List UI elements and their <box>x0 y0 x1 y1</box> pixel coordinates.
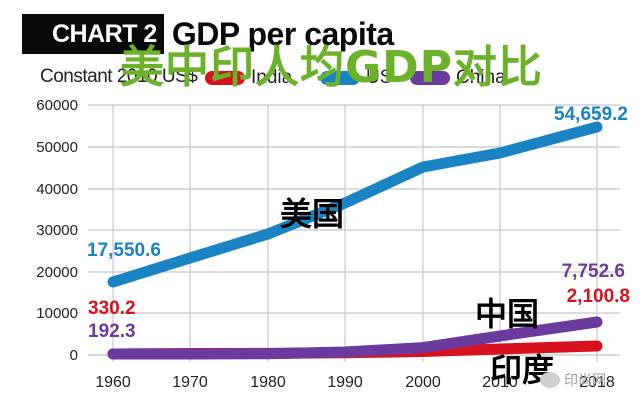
xtick-1990: 1990 <box>327 374 363 391</box>
xtick-1970: 1970 <box>172 374 208 391</box>
watermark-text: 印尚网 <box>564 372 606 388</box>
xtick-2000: 2000 <box>405 374 441 391</box>
ytick-0: 0 <box>70 347 78 364</box>
chart-subtitle: Constant 2010 US$ <box>40 66 198 87</box>
annotation-us-end: 54,659.2 <box>554 104 628 125</box>
wechat-icon <box>540 372 560 388</box>
ytick-40000: 40000 <box>36 181 78 198</box>
x-axis-ticks: 1960 1970 1980 1990 2000 2010 2018 <box>95 374 615 391</box>
legend-item-india: India <box>205 67 292 89</box>
ytick-30000: 30000 <box>36 222 78 239</box>
label-us-cn: 美国 <box>280 195 345 233</box>
y-axis-ticks: 60000 50000 40000 30000 20000 10000 0 <box>36 97 78 364</box>
xtick-2018: 2018 <box>579 374 615 391</box>
ytick-60000: 60000 <box>36 97 78 114</box>
ytick-50000: 50000 <box>36 139 78 156</box>
series-line-us <box>107 121 603 288</box>
xtick-2010: 2010 <box>482 374 518 391</box>
legend-swatch-china <box>410 71 450 85</box>
legend-swatch-india <box>205 71 245 85</box>
legend-swatch-us <box>320 71 360 85</box>
legend-item-us: US <box>320 67 392 89</box>
legend-item-china: China <box>410 67 506 89</box>
legend-label-us: US <box>366 67 393 88</box>
xtick-1960: 1960 <box>95 374 131 391</box>
chart-number-badge: CHART 2 <box>22 14 164 54</box>
xtick-1980: 1980 <box>250 374 286 391</box>
watermark: 印尚网 <box>540 370 606 390</box>
annotation-china-end: 7,752.6 <box>562 261 625 282</box>
series-line-china <box>107 316 603 360</box>
ytick-20000: 20000 <box>36 264 78 281</box>
annotation-india-end: 2,100.8 <box>567 286 630 307</box>
chart-title: GDP per capita <box>171 15 394 52</box>
legend-label-china: China <box>456 67 506 88</box>
title-row: CHART 2 GDP per capita <box>22 14 394 54</box>
label-china-cn: 中国 <box>475 295 540 333</box>
overlay-title-cn: 美中印人均GDP对比 <box>120 42 543 93</box>
ytick-10000: 10000 <box>36 305 78 322</box>
annotation-china-start: 192.3 <box>88 321 136 342</box>
annotation-india-start: 330.2 <box>88 298 136 319</box>
horizontal-gridlines <box>88 104 620 356</box>
legend-label-india: India <box>251 67 293 88</box>
annotation-us-start: 17,550.6 <box>87 240 161 261</box>
